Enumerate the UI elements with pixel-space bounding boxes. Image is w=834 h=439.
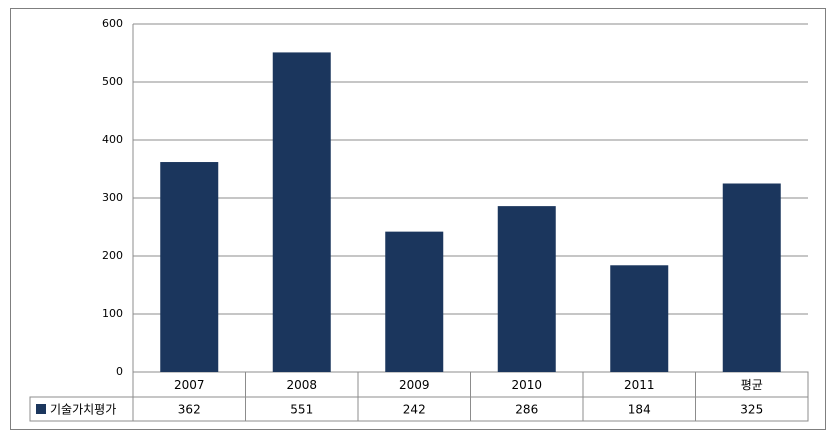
bar [160, 162, 219, 372]
bar [272, 52, 331, 373]
y-tick-label: 400 [102, 133, 123, 146]
bar [610, 265, 669, 372]
table-value: 551 [290, 403, 313, 417]
bar [497, 206, 556, 372]
table-value: 286 [515, 403, 538, 417]
bar [385, 231, 444, 372]
y-tick-label: 500 [102, 75, 123, 88]
table-data-row [29, 396, 809, 422]
x-tick-label: 2009 [399, 378, 430, 392]
y-tick-label: 300 [102, 191, 123, 204]
y-tick-label: 0 [116, 365, 123, 378]
table-value: 362 [178, 403, 201, 417]
bar [722, 183, 781, 372]
y-tick-label: 100 [102, 307, 123, 320]
x-tick-label: 2008 [286, 378, 317, 392]
x-tick-label: 2011 [624, 378, 655, 392]
y-tick-label: 600 [102, 17, 123, 30]
legend-label: 기술가치평가 [50, 403, 116, 417]
table-value: 242 [403, 403, 426, 417]
legend-swatch [36, 404, 46, 414]
x-tick-label: 2007 [174, 378, 205, 392]
y-tick-label: 200 [102, 249, 123, 262]
x-tick-label: 평균 [741, 378, 763, 392]
x-tick-label: 2010 [511, 378, 542, 392]
table-value: 325 [740, 403, 763, 417]
table-value: 184 [628, 403, 651, 417]
chart-frame [10, 8, 826, 430]
